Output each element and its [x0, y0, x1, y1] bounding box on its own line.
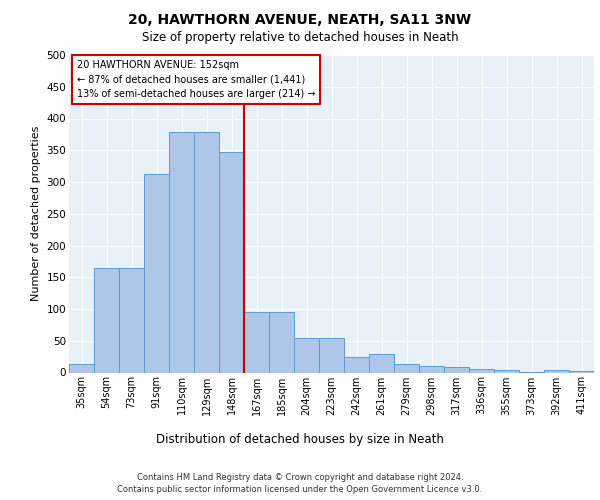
Bar [469, 368, 494, 372]
Text: Contains HM Land Registry data © Crown copyright and database right 2024.: Contains HM Land Registry data © Crown c… [137, 472, 463, 482]
Bar [194, 132, 219, 372]
Bar [144, 174, 169, 372]
Text: 20, HAWTHORN AVENUE, NEATH, SA11 3NW: 20, HAWTHORN AVENUE, NEATH, SA11 3NW [128, 12, 472, 26]
Bar [294, 338, 319, 372]
Text: 20 HAWTHORN AVENUE: 152sqm
← 87% of detached houses are smaller (1,441)
13% of s: 20 HAWTHORN AVENUE: 152sqm ← 87% of deta… [77, 60, 316, 100]
Bar [244, 312, 269, 372]
Bar [344, 356, 369, 372]
Bar [319, 338, 344, 372]
Bar [444, 368, 469, 372]
Bar [419, 366, 444, 372]
Text: Size of property relative to detached houses in Neath: Size of property relative to detached ho… [142, 31, 458, 44]
Bar [494, 370, 519, 372]
Bar [394, 364, 419, 372]
Text: Distribution of detached houses by size in Neath: Distribution of detached houses by size … [156, 432, 444, 446]
Bar [544, 370, 569, 372]
Bar [269, 312, 294, 372]
Bar [569, 370, 594, 372]
Bar [369, 354, 394, 372]
Bar [94, 268, 119, 372]
Bar [169, 132, 194, 372]
Bar [69, 364, 94, 372]
Y-axis label: Number of detached properties: Number of detached properties [31, 126, 41, 302]
Text: Contains public sector information licensed under the Open Government Licence v3: Contains public sector information licen… [118, 485, 482, 494]
Bar [219, 152, 244, 372]
Bar [119, 268, 144, 372]
